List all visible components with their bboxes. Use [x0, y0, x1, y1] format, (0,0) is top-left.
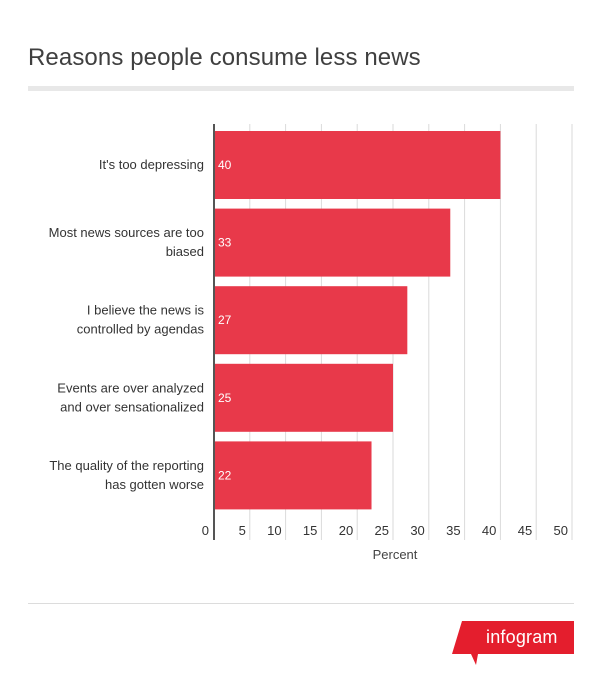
category-label-line: controlled by agendas	[77, 322, 205, 337]
category-label-line: has gotten worse	[105, 477, 204, 492]
x-tick-label: 25	[375, 523, 389, 538]
bar-value-label: 22	[218, 468, 232, 482]
category-label-line: Events are over analyzed	[57, 380, 204, 395]
bar-value-label: 40	[218, 158, 232, 172]
bar	[214, 441, 372, 510]
category-label: The quality of the reporting has gotten w…	[49, 458, 204, 492]
x-tick-label: 0	[202, 523, 209, 538]
x-tick-label: 35	[446, 523, 460, 538]
category-label-line: Most news sources are too	[49, 225, 204, 240]
category-label: I believe the news is controlled by agend…	[77, 303, 205, 337]
bar	[214, 286, 408, 355]
x-tick-label: 30	[410, 523, 424, 538]
logo-text: infogram	[486, 627, 558, 647]
bar-value-label: 33	[218, 236, 232, 250]
x-tick-label: 20	[339, 523, 353, 538]
category-label-line: I believe the news is	[87, 303, 205, 318]
bar-chart: 40 It's too depressing 33 Most news sources…	[49, 124, 573, 562]
x-tick-label: 45	[518, 523, 532, 538]
x-tick-label: 10	[267, 523, 281, 538]
category-label-line: The quality of the reporting	[49, 458, 204, 473]
x-tick-label: 40	[482, 523, 496, 538]
bar	[214, 208, 451, 277]
x-tick-label: 15	[303, 523, 317, 538]
category-label-line: It's too depressing	[99, 157, 204, 172]
category-label: Events are over analyzed and over sensati…	[57, 380, 204, 414]
category-label: It's too depressing	[99, 157, 204, 172]
x-axis-title: Percent	[373, 547, 418, 562]
x-tick-label: 50	[554, 523, 568, 538]
bar-value-label: 25	[218, 391, 232, 405]
category-label-line: and over sensationalized	[60, 399, 204, 414]
category-label-line: biased	[166, 244, 204, 259]
bar-value-label: 27	[218, 313, 232, 327]
infogram-logo[interactable]: infogram	[452, 620, 574, 666]
chart-title: Reasons people consume less news	[28, 44, 421, 71]
title-divider	[28, 86, 574, 91]
footer-divider	[28, 603, 574, 604]
category-label: Most news sources are too biased	[49, 225, 204, 259]
bar	[214, 131, 501, 199]
x-tick-label: 5	[239, 523, 246, 538]
bar	[214, 363, 393, 432]
logo-badge-icon	[452, 621, 574, 665]
